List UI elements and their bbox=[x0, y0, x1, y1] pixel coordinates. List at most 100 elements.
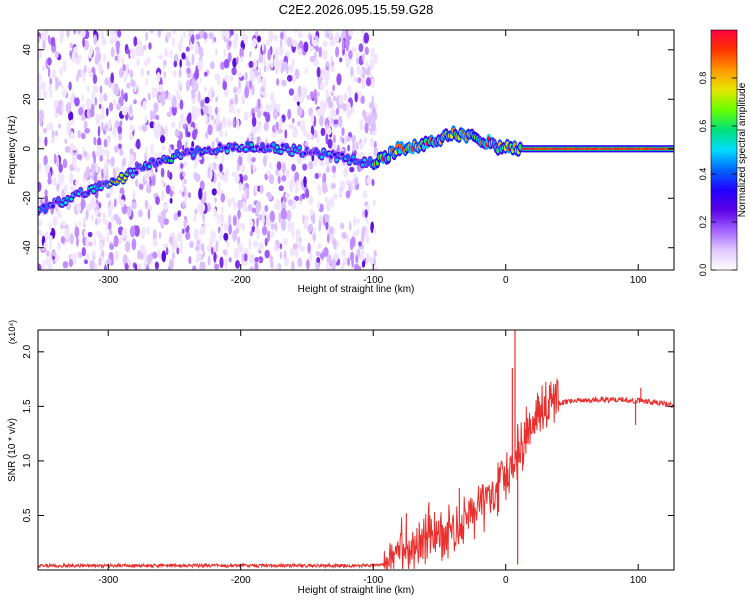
heatmap-noise-cell bbox=[209, 61, 215, 70]
heatmap-noise-cell bbox=[176, 89, 179, 100]
heatmap-noise-cell bbox=[309, 251, 313, 261]
heatmap-noise-cell bbox=[109, 203, 115, 210]
heatmap-noise-cell bbox=[73, 46, 78, 54]
heatmap-noise-cell bbox=[266, 170, 271, 176]
heatmap-noise-cell bbox=[76, 30, 82, 35]
heatmap-noise-cell bbox=[78, 106, 84, 116]
heatmap-noise-cell bbox=[109, 37, 115, 45]
heatmap-noise-cell bbox=[275, 121, 279, 131]
heatmap-noise-cell bbox=[69, 119, 75, 125]
heatmap-noise-cell bbox=[250, 220, 254, 227]
heatmap-noise-cell bbox=[134, 263, 138, 270]
heatmap-noise-cell bbox=[169, 197, 173, 204]
heatmap-noise-cell bbox=[43, 127, 47, 134]
heatmap-noise-cell bbox=[240, 245, 244, 253]
heatmap-ridge-cell bbox=[543, 147, 547, 150]
heatmap-noise-cell bbox=[273, 203, 279, 210]
heatmap-noise-cell bbox=[367, 114, 372, 127]
heatmap-noise-cell bbox=[46, 123, 51, 131]
heatmap-noise-cell bbox=[319, 115, 324, 127]
heatmap-noise-cell bbox=[95, 150, 101, 158]
heatmap-noise-cell bbox=[119, 120, 123, 127]
heatmap-ridge-cell bbox=[549, 147, 552, 150]
heatmap-noise-cell bbox=[351, 256, 354, 268]
heatmap-noise-cell bbox=[228, 223, 233, 236]
heatmap-noise-cell bbox=[284, 34, 288, 45]
heatmap-noise-cell bbox=[358, 43, 364, 53]
heatmap-noise-cell bbox=[50, 36, 56, 47]
heatmap-noise-cell bbox=[232, 215, 237, 227]
heatmap-noise-cell bbox=[280, 65, 284, 74]
heatmap-noise-cell bbox=[223, 48, 227, 58]
heatmap-ridge-cell bbox=[604, 147, 608, 150]
heatmap-noise-cell bbox=[129, 154, 135, 162]
heatmap-noise-cell bbox=[244, 253, 248, 262]
heatmap-noise-cell bbox=[252, 164, 256, 172]
heatmap-noise-cell bbox=[116, 43, 120, 55]
heatmap-noise-cell bbox=[44, 231, 49, 241]
heatmap-noise-cell bbox=[280, 209, 284, 220]
heatmap-noise-cell bbox=[331, 60, 335, 67]
heatmap-noise-cell bbox=[186, 114, 191, 123]
heatmap-noise-cell bbox=[276, 241, 281, 249]
heatmap-noise-cell bbox=[270, 92, 275, 102]
heatmap-frame bbox=[37, 29, 675, 271]
heatmap-noise-cell bbox=[96, 144, 103, 151]
heatmap-noise-cell bbox=[228, 214, 232, 226]
heatmap-noise-cell bbox=[114, 250, 119, 261]
heatmap-ridge-cell bbox=[524, 147, 528, 150]
heatmap-noise-cell bbox=[112, 99, 116, 106]
heatmap-noise-cell bbox=[213, 251, 217, 263]
heatmap-noise-cell bbox=[223, 222, 229, 232]
heatmap-noise-cell bbox=[279, 243, 283, 250]
heatmap-noise-cell bbox=[227, 117, 231, 126]
heatmap-noise-cell bbox=[369, 137, 375, 147]
heatmap-noise-cell bbox=[172, 30, 177, 35]
heatmap-noise-cell bbox=[160, 167, 165, 178]
snr-x-axis: -300 -200 -100 0 100 bbox=[98, 330, 647, 586]
heatmap-ridge-cell bbox=[645, 147, 649, 150]
heatmap-noise-cell bbox=[119, 236, 122, 245]
heatmap-noise-cell bbox=[366, 176, 372, 186]
heatmap-noise-cell bbox=[276, 263, 280, 270]
heatmap-noise-cell bbox=[135, 138, 141, 150]
heatmap-noise-cell bbox=[60, 236, 66, 244]
heatmap-noise-cell bbox=[332, 84, 336, 92]
heatmap-noise-cell bbox=[221, 30, 225, 41]
heatmap-ridge-cell bbox=[297, 146, 302, 150]
heatmap-noise-cell bbox=[242, 183, 246, 192]
heatmap-noise-cell bbox=[180, 237, 183, 249]
heatmap-noise-cell bbox=[317, 200, 321, 210]
heatmap-noise-cell bbox=[194, 159, 197, 170]
heatmap-noise-cell bbox=[303, 176, 307, 188]
heatmap-noise-cell bbox=[44, 163, 50, 174]
heatmap-noise-cell bbox=[352, 140, 356, 153]
heatmap-noise-cell bbox=[101, 250, 105, 258]
heatmap-noise-cell bbox=[285, 192, 291, 199]
heatmap-ridge-cell bbox=[550, 147, 554, 150]
heatmap-ridge-cell bbox=[580, 147, 584, 150]
heatmap-noise-cell bbox=[114, 55, 119, 61]
heatmap-noise-cell bbox=[47, 67, 51, 78]
colorbar-tick-label: 0.4 bbox=[698, 168, 708, 181]
heatmap-noise-cell bbox=[185, 79, 190, 92]
heatmap-noise-cell bbox=[198, 187, 203, 200]
heatmap-noise-cell bbox=[38, 73, 42, 83]
heatmap-noise-cell bbox=[110, 156, 115, 167]
heatmap-noise-cell bbox=[236, 119, 240, 130]
heatmap-noise-cell bbox=[355, 218, 360, 224]
heatmap-noise-cell bbox=[316, 66, 321, 78]
heatmap-noise-cell bbox=[124, 262, 129, 270]
heatmap-ridge-cell bbox=[608, 147, 612, 150]
heatmap-noise-cell bbox=[52, 215, 58, 227]
heatmap-noise-cell bbox=[247, 153, 252, 163]
heatmap-noise-cell bbox=[176, 139, 182, 151]
heatmap-noise-cell bbox=[66, 30, 70, 38]
heatmap-noise-cell bbox=[208, 166, 211, 174]
heatmap-noise-cell bbox=[322, 49, 328, 61]
heatmap-noise-cell bbox=[140, 227, 146, 240]
heatmap-noise-cell bbox=[316, 108, 322, 117]
heatmap-noise-cell bbox=[62, 261, 69, 269]
heatmap-ridge-cell bbox=[169, 159, 174, 163]
heatmap-ridge-cell bbox=[249, 143, 254, 147]
